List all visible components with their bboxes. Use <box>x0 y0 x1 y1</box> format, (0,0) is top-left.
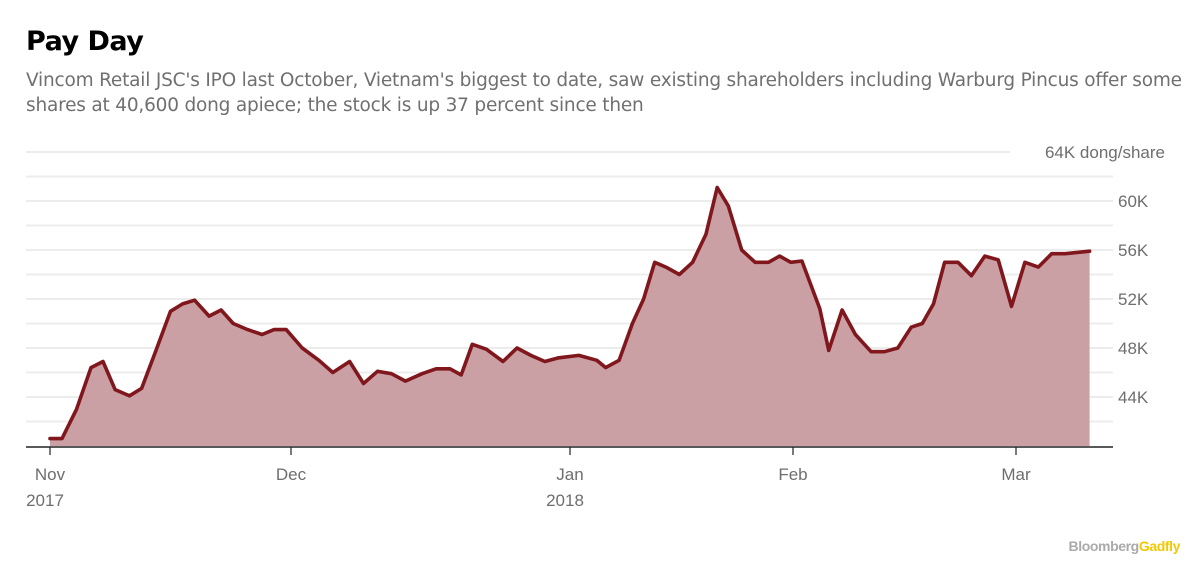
brand-gadfly: Gadfly <box>1138 538 1181 554</box>
price-line <box>48 185 1092 441</box>
chart-title: Pay Day <box>26 26 144 57</box>
x-tick-label: Nov <box>35 465 66 484</box>
x-tick-sublabel: 2018 <box>546 491 584 510</box>
x-axis-ticks: Nov 2017 Dec Jan 2018 Feb Mar <box>26 447 1031 510</box>
x-tick-sublabel: 2017 <box>26 491 64 510</box>
x-tick-label: Feb <box>778 465 807 484</box>
x-tick-label: Dec <box>276 465 307 484</box>
x-tick-label: Jan <box>556 465 583 484</box>
y-axis-unit-label: 64K dong/share <box>1045 143 1165 162</box>
y-axis-ticks: 44K 48K 52K 56K 60K 64K dong/share <box>1045 143 1165 407</box>
y-tick-label: 52K <box>1118 290 1149 309</box>
y-tick-label: 44K <box>1118 388 1149 407</box>
data-points <box>49 187 1090 439</box>
brand-bloomberg: Bloomberg <box>1068 538 1140 554</box>
chart-subtitle: Vincom Retail JSC's IPO last October, Vi… <box>26 70 1182 116</box>
y-tick-label: 60K <box>1118 192 1149 211</box>
price-area <box>50 187 1090 446</box>
x-tick-label: Mar <box>1001 465 1031 484</box>
y-tick-label: 56K <box>1118 241 1149 260</box>
y-tick-label: 48K <box>1118 339 1149 358</box>
brand-logo: BloombergGadfly <box>1068 538 1181 554</box>
